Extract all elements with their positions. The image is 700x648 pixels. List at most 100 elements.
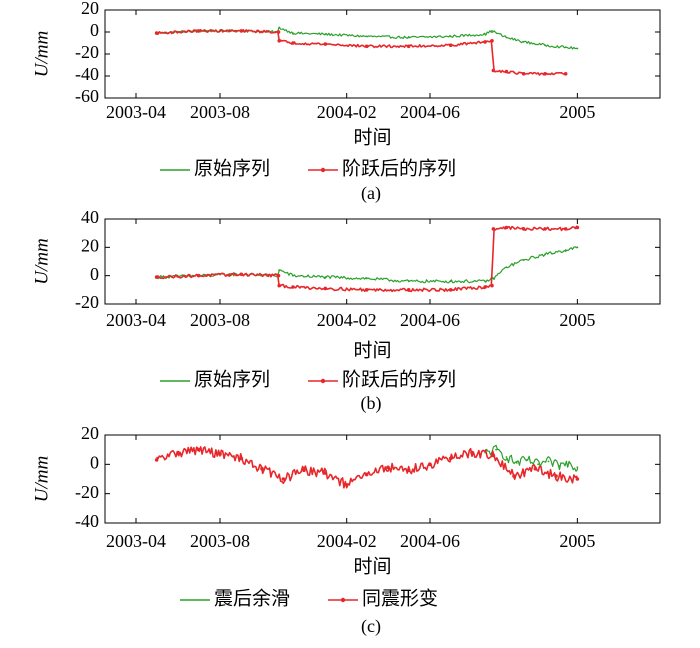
- data-point: [568, 461, 571, 464]
- legend-label: 震后余滑: [214, 587, 290, 609]
- data-point: [406, 44, 411, 49]
- data-point: [483, 285, 487, 289]
- data-point: [406, 288, 411, 292]
- y-axis-label: U/mm: [31, 238, 52, 284]
- x-tick-label: 2005: [559, 531, 595, 551]
- x-tick-label: 2004-02: [317, 102, 377, 122]
- data-point: [154, 458, 159, 462]
- y-tick-label: -40: [75, 511, 99, 531]
- data-point: [364, 472, 369, 477]
- data-point: [504, 225, 509, 230]
- x-tick-label: 2005: [559, 310, 595, 330]
- x-tick-label: 2004-06: [400, 531, 460, 551]
- plot-frame: [104, 9, 661, 99]
- data-point: [544, 44, 546, 47]
- legend-label: 阶跃后的序列: [342, 368, 456, 390]
- data-point: [526, 459, 529, 461]
- y-tick-label: 40: [81, 207, 99, 227]
- data-point: [323, 286, 328, 291]
- data-point: [386, 465, 390, 470]
- data-point: [291, 285, 295, 289]
- data-point: [505, 36, 508, 39]
- data-point: [575, 225, 580, 230]
- data-point: [505, 266, 508, 269]
- data-point: [448, 456, 453, 461]
- x-tick-label: 2003-08: [190, 310, 250, 330]
- y-tick-label: 0: [90, 452, 99, 472]
- y-tick-label: -20: [75, 42, 99, 62]
- plot-frame: [104, 434, 661, 524]
- x-tick-label: 2003-08: [190, 102, 250, 122]
- data-point: [364, 288, 369, 292]
- panel-label: (a): [361, 183, 381, 204]
- y-axis-label: U/mm: [31, 456, 52, 502]
- y-tick-label: 0: [90, 264, 99, 284]
- data-point: [521, 227, 526, 231]
- data-point: [547, 460, 550, 463]
- data-point: [365, 277, 368, 280]
- data-point: [406, 468, 411, 473]
- data-point: [365, 35, 368, 38]
- data-point: [196, 447, 201, 452]
- data-point: [491, 30, 493, 32]
- y-tick-label: -20: [75, 292, 99, 312]
- data-point: [505, 456, 508, 458]
- y-tick-label: 0: [90, 20, 99, 40]
- data-point: [563, 72, 568, 76]
- data-point: [449, 280, 452, 283]
- y-tick-label: 20: [81, 235, 99, 255]
- data-point: [281, 477, 286, 481]
- legend-label: 阶跃后的序列: [342, 157, 456, 179]
- panel-label: (c): [361, 616, 381, 637]
- y-tick-label: 20: [81, 423, 99, 443]
- data-point: [575, 477, 580, 481]
- data-point: [533, 466, 538, 471]
- legend-label: 原始序列: [194, 157, 270, 179]
- data-point: [239, 456, 244, 461]
- data-point: [449, 35, 452, 38]
- data-point: [292, 274, 294, 277]
- x-tick-label: 2003-04: [106, 102, 166, 122]
- data-point: [544, 253, 546, 256]
- data-point: [196, 29, 201, 33]
- data-point: [277, 283, 282, 288]
- data-point: [407, 36, 410, 39]
- data-point: [491, 453, 496, 458]
- data-point: [492, 277, 495, 280]
- data-point: [277, 39, 282, 43]
- data-point: [537, 463, 540, 466]
- series-line-2: [156, 225, 579, 293]
- y-axis-label: U/mm: [31, 31, 52, 77]
- data-point: [576, 466, 579, 469]
- y-tick-label: -20: [75, 482, 99, 502]
- data-point: [276, 30, 281, 34]
- data-point: [483, 40, 487, 44]
- data-point: [521, 72, 526, 76]
- data-point: [522, 41, 525, 43]
- data-point: [428, 462, 432, 467]
- data-point: [563, 227, 568, 231]
- data-point: [522, 259, 525, 261]
- data-point: [291, 41, 295, 45]
- data-point: [576, 47, 579, 50]
- data-point: [543, 227, 547, 231]
- data-point: [407, 280, 410, 283]
- data-point: [554, 474, 558, 478]
- y-tick-label: -40: [75, 64, 99, 84]
- legend-marker: [320, 378, 326, 384]
- data-point: [495, 448, 498, 451]
- x-tick-label: 2003-04: [106, 531, 166, 551]
- x-tick-label: 2003-04: [106, 310, 166, 330]
- data-point: [154, 275, 159, 279]
- panel-label: (b): [361, 393, 382, 414]
- series-line-2: [155, 28, 567, 76]
- data-point: [484, 280, 486, 283]
- x-tick-label: 2004-06: [400, 310, 460, 330]
- data-point: [557, 464, 560, 467]
- data-point: [239, 29, 244, 33]
- x-axis-label: 时间: [353, 339, 391, 361]
- data-point: [276, 273, 281, 278]
- data-point: [564, 46, 567, 49]
